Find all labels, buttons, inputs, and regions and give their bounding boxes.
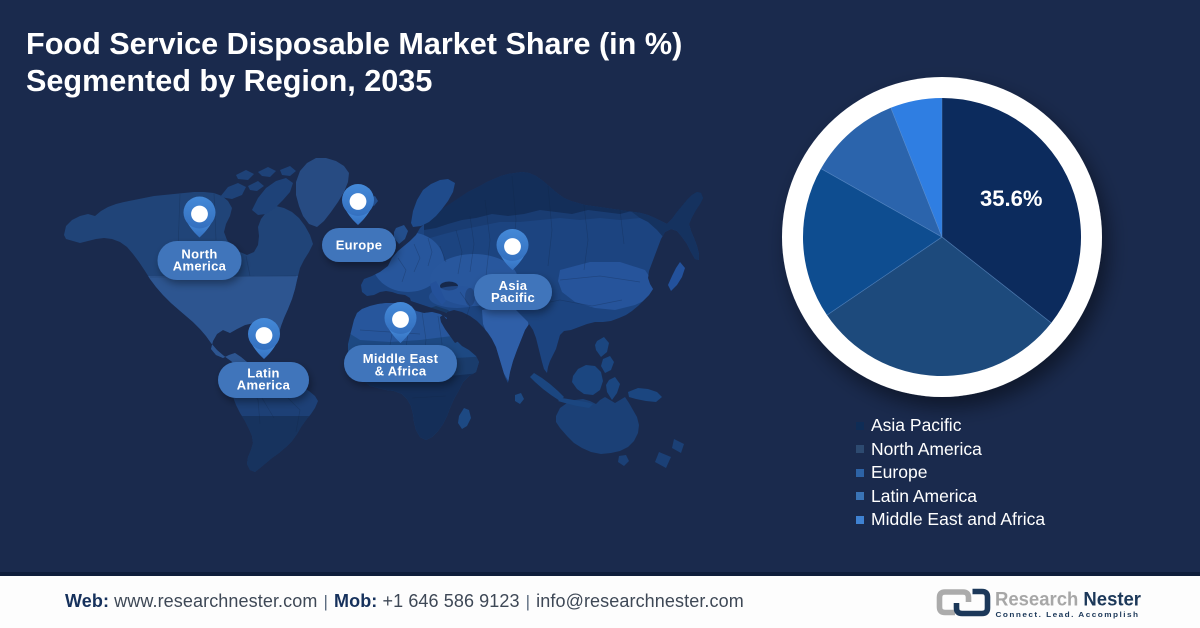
svg-text:America: America <box>237 378 291 393</box>
svg-text:35.6%: 35.6% <box>980 186 1042 211</box>
svg-text:Connect. Lead. Accomplish: Connect. Lead. Accomplish <box>996 610 1140 619</box>
svg-text:America: America <box>173 259 227 274</box>
svg-text:Latin: Latin <box>247 366 280 381</box>
svg-text:North: North <box>181 247 217 262</box>
svg-text:& Africa: & Africa <box>375 364 427 379</box>
svg-text:Asia: Asia <box>499 278 528 293</box>
svg-text:Europe: Europe <box>336 238 383 253</box>
svg-text:Middle East: Middle East <box>363 351 439 366</box>
svg-text:Research Nester: Research Nester <box>995 589 1141 611</box>
svg-text:Pacific: Pacific <box>491 290 535 305</box>
